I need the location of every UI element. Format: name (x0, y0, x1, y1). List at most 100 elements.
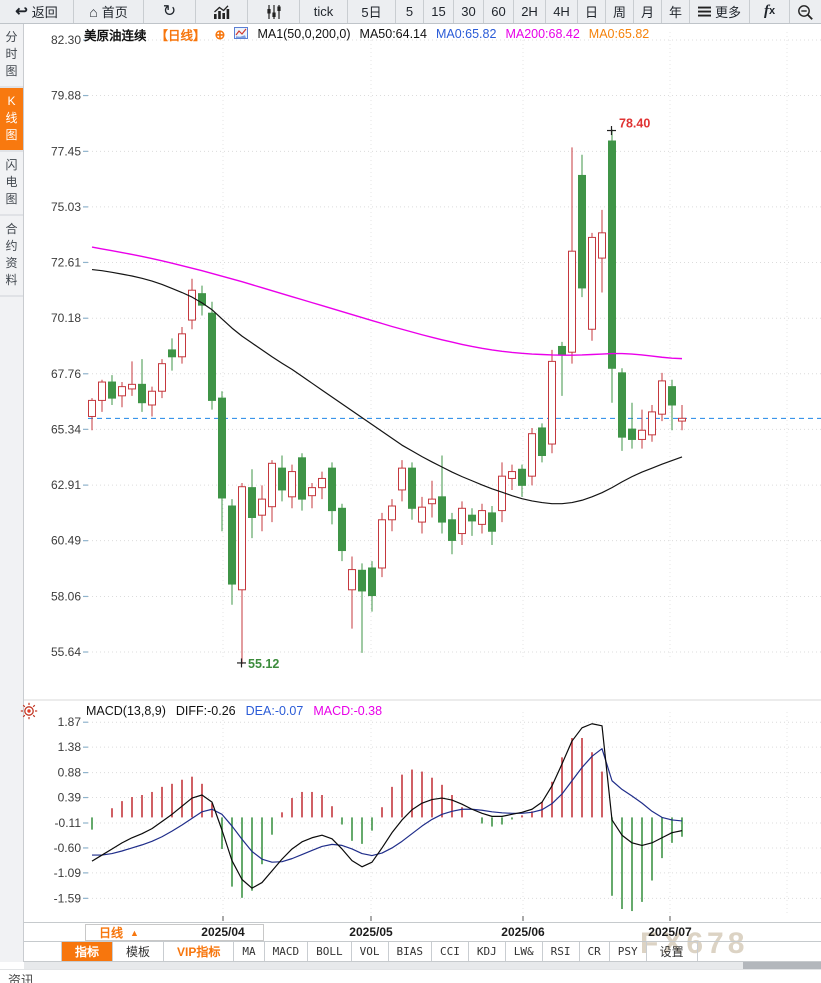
svg-text:60.49: 60.49 (51, 534, 81, 548)
date-label: 2025/05 (349, 925, 393, 939)
toolbar-button-home[interactable]: ⌂ 首页 (74, 0, 144, 23)
svg-text:70.18: 70.18 (51, 311, 81, 325)
toolbar-button-kline[interactable] (248, 0, 300, 23)
indicator-tab-vip-indicator[interactable]: VIP指标 (164, 942, 235, 961)
svg-text:62.91: 62.91 (51, 478, 81, 492)
period-selector-label: 日线 (99, 926, 124, 940)
toolbar-label: 年 (668, 5, 682, 20)
toolbar-button-m15[interactable]: 15 (424, 0, 454, 23)
toolbar-button-5d[interactable]: 5日 (348, 0, 396, 23)
toolbar-label: 4H (553, 4, 570, 19)
indicator-tab-ma[interactable]: MA (234, 942, 265, 961)
toolbar-label: 首页 (101, 5, 128, 20)
indicator-tabbar: 指标 模板 VIP指标 MA MACD BOLL VOL BIAS CCI KDJ LW& RSI CR… (24, 941, 821, 962)
macd-histogram (91, 737, 683, 912)
toolbar-button-month[interactable]: 月 (634, 0, 662, 23)
toolbar-button-tick[interactable]: tick (300, 0, 348, 23)
toolbar-label: tick (313, 4, 334, 19)
toolbar-button-chart-type[interactable] (196, 0, 248, 23)
toolbar-label: 5日 (361, 5, 382, 20)
toolbar-button-zoom-out[interactable] (790, 0, 821, 23)
svg-text:55.64: 55.64 (51, 645, 81, 659)
macd-params: MACD(13,8,9) (86, 703, 166, 718)
period-selector[interactable]: 日线 ▲ (85, 924, 264, 941)
toolbar-button-day[interactable]: 日 (578, 0, 606, 23)
svg-text:0.88: 0.88 (58, 766, 82, 780)
toolbar-label: 60 (491, 4, 506, 19)
svg-text:79.88: 79.88 (51, 89, 81, 103)
ma50-value: MA50:64.14 (359, 27, 427, 41)
svg-text:55.12: 55.12 (248, 657, 279, 671)
sidebar-tab-flash-chart[interactable]: 闪电图 (0, 152, 23, 216)
indicator-tab-kdj[interactable]: KDJ (469, 942, 506, 961)
svg-text:-1.59: -1.59 (54, 891, 82, 905)
chart-type-icon (213, 4, 230, 19)
svg-text:-1.09: -1.09 (54, 866, 82, 880)
indicator-tab-settings[interactable]: 设置 (647, 942, 698, 961)
sidebar-tab-contract-info[interactable]: 合约资料 (0, 216, 23, 297)
svg-text:72.61: 72.61 (51, 255, 81, 269)
toolbar-label: 5 (405, 4, 414, 19)
macd-value: MACD:-0.38 (313, 703, 383, 718)
date-label: 2025/07 (648, 925, 692, 939)
toolbar-label: 日 (584, 5, 598, 20)
toolbar-button-h4[interactable]: 4H (546, 0, 578, 23)
toolbar-button-m60[interactable]: 60 (484, 0, 514, 23)
svg-text:77.45: 77.45 (51, 144, 81, 158)
scrollbar-thumb[interactable] (743, 962, 821, 969)
toolbar-button-m5[interactable]: 5 (396, 0, 424, 23)
toolbar-label: 30 (461, 4, 476, 19)
indicator-settings-icon[interactable] (20, 702, 38, 720)
indicator-tab-psy[interactable]: PSY (610, 942, 647, 961)
horizontal-scrollbar[interactable] (24, 962, 821, 969)
toolbar-button-more[interactable]: 更多 (690, 0, 750, 23)
svg-text:67.76: 67.76 (51, 367, 81, 381)
candlestick-chart[interactable]: 82.30 79.88 77.45 75.03 72.61 70.18 67.76 65.34… (24, 24, 821, 922)
toolbar-label: 返回 (31, 5, 58, 20)
sidebar-tab-time-chart[interactable]: 分时图 (0, 24, 23, 88)
diff-value: DIFF:-0.26 (175, 703, 236, 718)
toolbar-label: 月 (640, 5, 654, 20)
toolbar-button-week[interactable]: 周 (606, 0, 634, 23)
indicator-tab-rsi[interactable]: RSI (543, 942, 580, 961)
indicator-tab-cr[interactable]: CR (580, 942, 610, 961)
indicator-tab-cci[interactable]: CCI (432, 942, 469, 961)
svg-text:75.03: 75.03 (51, 200, 81, 214)
toolbar-button-refresh[interactable]: ↻ (144, 0, 196, 23)
svg-text:58.06: 58.06 (51, 589, 81, 603)
macd-panel: 1.87 1.38 0.88 0.39 -0.11 -0.60 -1.09 -1.59 (54, 712, 821, 921)
svg-text:-0.60: -0.60 (54, 841, 82, 855)
more-icon (697, 6, 711, 17)
toolbar-button-m30[interactable]: 30 (454, 0, 484, 23)
indicator-tab-vol[interactable]: VOL (352, 942, 389, 961)
indicator-tab-lw[interactable]: LW& (506, 942, 543, 961)
svg-text:78.40: 78.40 (619, 117, 650, 131)
date-label: 2025/06 (501, 925, 545, 939)
indicator-tab-bias[interactable]: BIAS (389, 942, 432, 961)
home-icon: ⌂ (89, 3, 98, 20)
chart-style-icon[interactable] (234, 26, 249, 42)
chart-legend: 美原油连续 【日线】 ⊕ MA1(50,0,200,0) MA50:64.14 … (84, 26, 650, 43)
tabbar-spacer (24, 942, 62, 961)
main-panel: 82.30 79.88 77.45 75.03 72.61 70.18 67.76 65.34… (51, 32, 821, 671)
ma0-orange-value: MA0:65.82 (588, 27, 650, 41)
svg-text:-0.11: -0.11 (55, 816, 82, 830)
indicator-tab-boll[interactable]: BOLL (308, 942, 352, 961)
dea-value: DEA:-0.07 (245, 703, 304, 718)
candlestick-series (88, 129, 686, 664)
toolbar-button-h2[interactable]: 2H (514, 0, 546, 23)
period-tag: 【日线】 (155, 28, 206, 43)
add-indicator-icon[interactable]: ⊕ (214, 26, 226, 42)
indicator-tab-template[interactable]: 模板 (113, 942, 165, 961)
toolbar-button-year[interactable]: 年 (662, 0, 690, 23)
date-label: 2025/04 (201, 925, 245, 939)
indicator-tab-indicator[interactable]: 指标 (62, 942, 114, 961)
toolbar-button-back[interactable]: ↩ 返回 (0, 0, 74, 23)
indicator-tab-macd[interactable]: MACD (265, 942, 309, 961)
toolbar-label: 2H (521, 4, 538, 19)
news-tab[interactable]: 资讯 (8, 973, 35, 983)
